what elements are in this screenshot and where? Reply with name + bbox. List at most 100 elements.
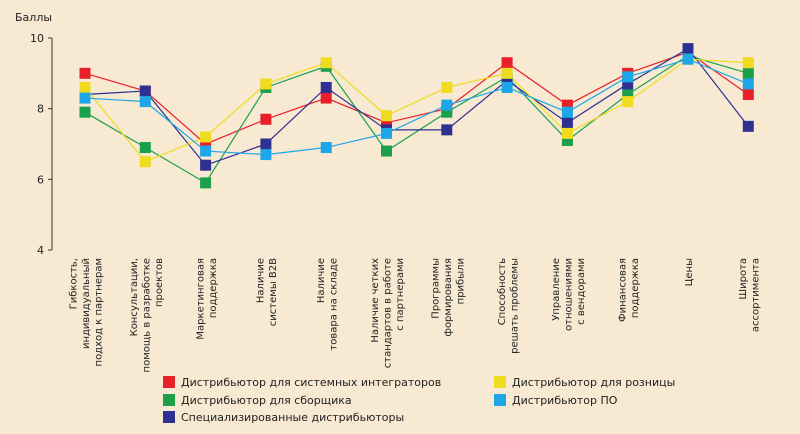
- x-category-label-line: Наличие: [256, 258, 267, 303]
- x-category-label-line: Наличие четких: [370, 258, 381, 343]
- x-category-label-line: решать проблемы: [509, 258, 520, 354]
- data-point-marker: [139, 96, 151, 108]
- x-category-label-line: ассортимента: [751, 258, 762, 332]
- series-lines: [84, 47, 749, 184]
- series-line: [84, 58, 749, 163]
- legend-label: Специализированные дистрибьюторы: [181, 411, 404, 424]
- data-point-marker: [139, 85, 151, 97]
- x-category-label-line: формирования: [443, 258, 454, 337]
- data-point-marker: [260, 113, 272, 125]
- x-category-label: Финансовая поддержка: [617, 258, 641, 322]
- data-point-marker: [260, 78, 272, 90]
- data-point-marker: [561, 134, 573, 146]
- data-point-marker: [260, 138, 272, 150]
- y-tick-label: 10: [30, 32, 44, 45]
- series-line: [84, 55, 749, 184]
- data-point-marker: [622, 71, 634, 83]
- x-category-label-line: Широта: [738, 258, 749, 300]
- data-point-marker: [441, 124, 453, 136]
- category-labels: Гибкость, индивидуальный подход к партнера…: [69, 258, 762, 373]
- legend-label: Дистрибьютор для розницы: [512, 376, 675, 389]
- y-tick-label: 4: [37, 244, 44, 257]
- data-point-marker: [320, 57, 332, 69]
- y-tick-label: 6: [37, 173, 44, 186]
- x-category-label-line: индивидуальный: [81, 258, 92, 349]
- data-point-marker: [381, 110, 392, 122]
- x-category-label-line: проектов: [154, 258, 165, 307]
- data-point-marker: [682, 43, 694, 55]
- data-point-marker: [622, 96, 634, 108]
- legend-label: Дистрибьютор для сборщика: [181, 394, 352, 407]
- x-category-label-line: стандартов в работе: [383, 258, 394, 368]
- data-point-marker: [320, 142, 332, 154]
- legend: Дистрибьютор для системных интеграторов Д…: [163, 376, 675, 424]
- data-point-marker: [622, 78, 634, 90]
- data-point-marker: [742, 120, 754, 132]
- x-category-label-line: прибыли: [455, 258, 466, 304]
- data-point-marker: [320, 92, 332, 104]
- data-point-marker: [139, 142, 151, 154]
- data-point-marker: [441, 106, 453, 118]
- x-category-label: Консультации, помощь в разработке проектов: [129, 258, 165, 373]
- data-point-marker: [501, 74, 513, 86]
- x-category-label-line: Цены: [684, 258, 695, 286]
- data-point-marker: [561, 99, 573, 111]
- data-point-marker: [742, 78, 754, 90]
- data-point-marker: [441, 99, 453, 111]
- series-line: [84, 58, 749, 156]
- axes: Баллы: [15, 11, 53, 250]
- legend-swatch: [163, 376, 175, 388]
- x-category-label: Широта ассортимента: [738, 258, 762, 332]
- data-point-marker: [260, 149, 272, 161]
- data-point-marker: [79, 106, 91, 118]
- data-point-marker: [441, 81, 453, 93]
- data-point-marker: [381, 117, 392, 129]
- data-point-marker: [200, 131, 212, 143]
- data-point-marker: [561, 127, 573, 139]
- x-category-label-line: отношениями: [563, 258, 574, 331]
- data-point-marker: [501, 57, 513, 69]
- x-category-label-line: Способность: [497, 258, 508, 325]
- legend-swatch: [494, 394, 506, 406]
- x-category-label: Наличие четких стандартов в работе с партн…: [370, 258, 406, 368]
- data-point-marker: [200, 145, 212, 157]
- x-category-label: Маркетинговая поддержка: [195, 258, 219, 340]
- data-point-marker: [501, 81, 513, 93]
- x-category-label-line: Маркетинговая: [195, 258, 206, 340]
- data-point-marker: [200, 159, 212, 171]
- x-category-label-line: поддержка: [208, 258, 219, 318]
- x-category-label: Цены: [684, 258, 695, 286]
- x-category-label-line: подход к партнерам: [94, 258, 105, 366]
- data-point-marker: [742, 67, 754, 79]
- series-markers: [79, 43, 754, 189]
- data-point-marker: [622, 89, 634, 101]
- x-category-label: Управление отношениями с вендорами: [551, 258, 587, 331]
- y-axis-title: Баллы: [15, 11, 52, 24]
- x-category-label-line: помощь в разработке: [141, 258, 152, 372]
- y-tick-label: 8: [37, 103, 44, 116]
- x-category-label-line: Наличие: [316, 258, 327, 303]
- data-point-marker: [381, 145, 392, 157]
- data-point-marker: [561, 106, 573, 118]
- x-category-label-line: системы B2B: [268, 258, 279, 326]
- x-category-label-line: Гибкость,: [69, 258, 80, 309]
- data-point-marker: [682, 53, 694, 65]
- legend-swatch: [494, 376, 506, 388]
- x-category-label: Наличие товара на складе: [316, 258, 340, 351]
- data-point-marker: [200, 138, 212, 150]
- data-point-marker: [79, 67, 91, 79]
- x-category-label: Гибкость, индивидуальный подход к партнера…: [69, 258, 105, 366]
- data-point-marker: [501, 67, 513, 79]
- x-category-label-line: с вендорами: [576, 258, 587, 325]
- series-line: [84, 51, 749, 145]
- data-point-marker: [200, 177, 212, 189]
- data-point-marker: [320, 81, 332, 93]
- legend-label: Дистрибьютор для системных интеграторов: [181, 376, 441, 389]
- x-category-label-line: Программы: [430, 258, 441, 319]
- y-ticks: 4 6 8 10: [30, 32, 52, 257]
- data-point-marker: [561, 117, 573, 129]
- series-line: [84, 47, 749, 166]
- data-point-marker: [742, 89, 754, 101]
